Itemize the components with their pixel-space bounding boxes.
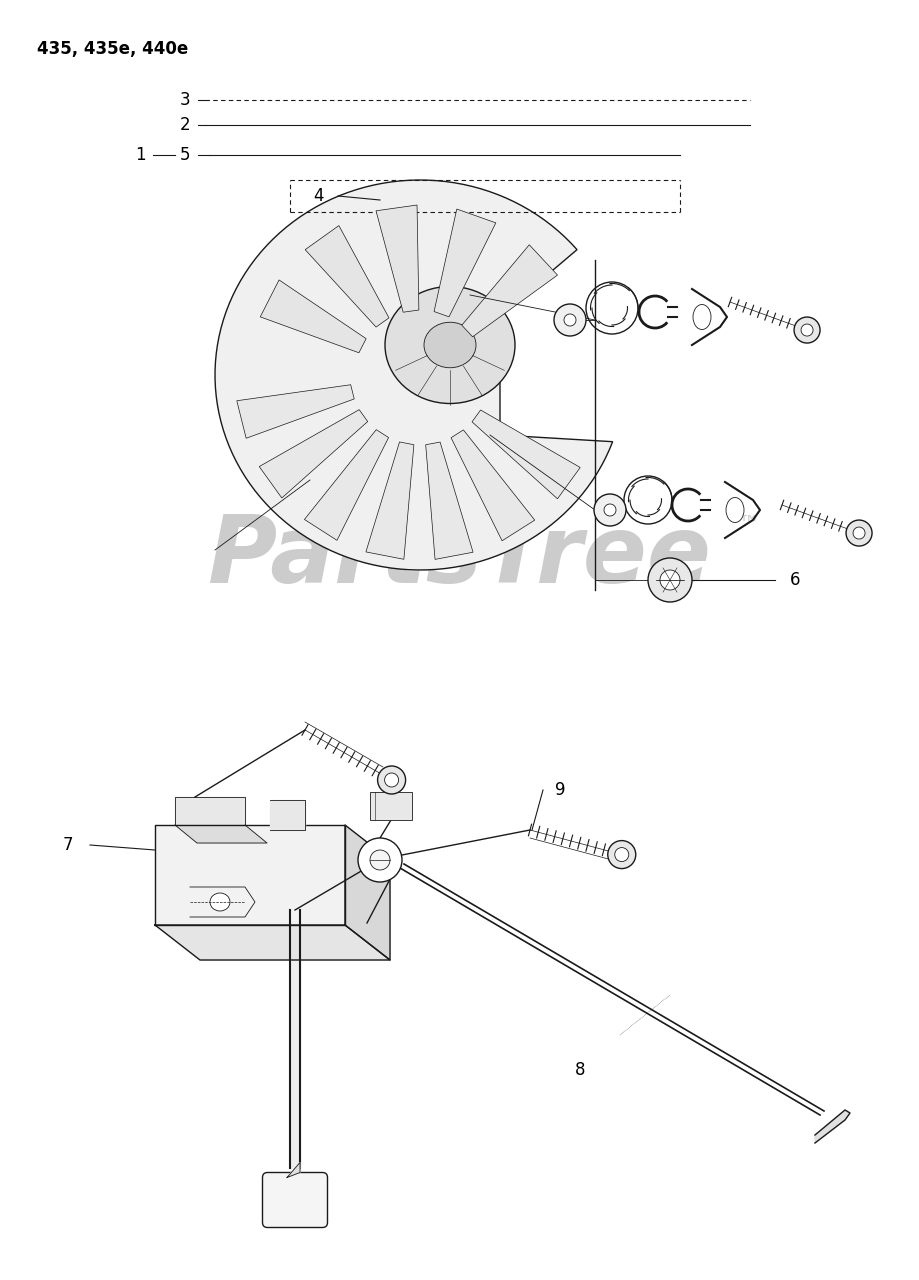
Circle shape — [801, 324, 813, 337]
Circle shape — [378, 765, 405, 794]
Polygon shape — [237, 385, 354, 438]
Polygon shape — [287, 1162, 300, 1178]
Polygon shape — [155, 826, 345, 925]
Polygon shape — [270, 800, 305, 829]
Polygon shape — [304, 430, 389, 540]
Text: ™: ™ — [738, 515, 760, 535]
Polygon shape — [425, 442, 473, 559]
Text: 5: 5 — [180, 146, 190, 164]
Polygon shape — [451, 430, 535, 541]
Polygon shape — [305, 225, 389, 328]
Ellipse shape — [693, 305, 711, 329]
Text: 8: 8 — [574, 1061, 585, 1079]
Circle shape — [594, 494, 626, 526]
Text: 3: 3 — [180, 91, 190, 109]
Polygon shape — [461, 244, 558, 337]
Text: 9: 9 — [555, 781, 565, 799]
Circle shape — [564, 314, 576, 326]
Text: PartsTree: PartsTree — [208, 511, 711, 603]
Circle shape — [794, 317, 820, 343]
Polygon shape — [260, 280, 366, 353]
Circle shape — [358, 838, 402, 882]
Circle shape — [554, 305, 586, 337]
Text: 6: 6 — [789, 571, 800, 589]
Polygon shape — [472, 410, 580, 499]
Circle shape — [607, 841, 636, 869]
Circle shape — [853, 527, 865, 539]
Circle shape — [385, 773, 399, 787]
Circle shape — [604, 504, 616, 516]
Polygon shape — [376, 205, 419, 312]
Polygon shape — [366, 442, 414, 559]
Polygon shape — [815, 1110, 850, 1143]
Bar — [370, 792, 412, 820]
Text: 2: 2 — [180, 116, 190, 134]
Polygon shape — [345, 826, 390, 960]
Circle shape — [846, 520, 872, 547]
Polygon shape — [434, 209, 496, 317]
Text: 1: 1 — [135, 146, 145, 164]
Circle shape — [615, 847, 629, 861]
Ellipse shape — [385, 287, 515, 403]
Text: 7: 7 — [62, 836, 74, 854]
Polygon shape — [259, 410, 368, 498]
Polygon shape — [175, 797, 245, 826]
Circle shape — [370, 850, 390, 870]
Text: 435, 435e, 440e: 435, 435e, 440e — [37, 40, 188, 58]
Polygon shape — [155, 925, 390, 960]
Ellipse shape — [424, 323, 476, 367]
FancyBboxPatch shape — [263, 1172, 327, 1228]
Text: 4: 4 — [312, 187, 323, 205]
Circle shape — [660, 570, 680, 590]
Ellipse shape — [210, 893, 230, 911]
Circle shape — [648, 558, 692, 602]
Polygon shape — [175, 826, 267, 844]
Polygon shape — [215, 180, 613, 570]
Ellipse shape — [726, 498, 744, 522]
